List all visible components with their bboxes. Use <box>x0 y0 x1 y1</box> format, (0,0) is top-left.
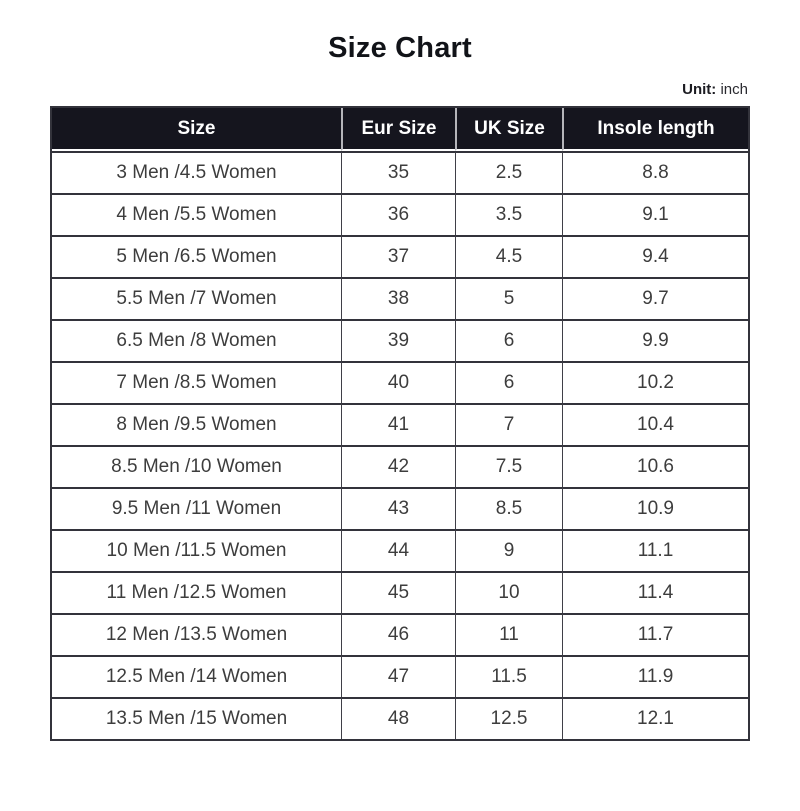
table-row: 10 Men /11.5 Women 44 9 11.1 <box>52 529 748 571</box>
cell-eur-size: 38 <box>341 277 455 319</box>
unit-line: Unit: inch <box>52 81 748 98</box>
header-row: Size Eur Size UK Size Insole length <box>52 108 748 151</box>
cell-eur-size: 41 <box>341 403 455 445</box>
cell-size: 3 Men /4.5 Women <box>52 151 341 193</box>
cell-uk-size: 4.5 <box>455 235 562 277</box>
table-header: Size Eur Size UK Size Insole length <box>52 108 748 151</box>
page-title: Size Chart <box>328 32 472 64</box>
cell-size: 6.5 Men /8 Women <box>52 319 341 361</box>
cell-insole-length: 10.4 <box>562 403 748 445</box>
cell-insole-length: 11.7 <box>562 613 748 655</box>
cell-eur-size: 47 <box>341 655 455 697</box>
cell-insole-length: 11.9 <box>562 655 748 697</box>
table-row: 7 Men /8.5 Women 40 6 10.2 <box>52 361 748 403</box>
cell-insole-length: 9.1 <box>562 193 748 235</box>
cell-size: 4 Men /5.5 Women <box>52 193 341 235</box>
cell-uk-size: 5 <box>455 277 562 319</box>
cell-eur-size: 45 <box>341 571 455 613</box>
cell-size: 10 Men /11.5 Women <box>52 529 341 571</box>
cell-eur-size: 42 <box>341 445 455 487</box>
cell-eur-size: 35 <box>341 151 455 193</box>
cell-insole-length: 9.7 <box>562 277 748 319</box>
unit-label: Unit: <box>682 81 717 98</box>
cell-uk-size: 7.5 <box>455 445 562 487</box>
cell-eur-size: 43 <box>341 487 455 529</box>
table-row: 3 Men /4.5 Women 35 2.5 8.8 <box>52 151 748 193</box>
cell-uk-size: 9 <box>455 529 562 571</box>
cell-size: 9.5 Men /11 Women <box>52 487 341 529</box>
table-row: 12.5 Men /14 Women 47 11.5 11.9 <box>52 655 748 697</box>
table-row: 5 Men /6.5 Women 37 4.5 9.4 <box>52 235 748 277</box>
column-header-0: Size <box>52 108 341 151</box>
table-row: 5.5 Men /7 Women 38 5 9.7 <box>52 277 748 319</box>
cell-eur-size: 44 <box>341 529 455 571</box>
cell-size: 5.5 Men /7 Women <box>52 277 341 319</box>
size-chart-table: Size Eur Size UK Size Insole length 3 Men /… <box>50 106 750 741</box>
cell-eur-size: 39 <box>341 319 455 361</box>
cell-insole-length: 12.1 <box>562 697 748 739</box>
cell-uk-size: 7 <box>455 403 562 445</box>
column-header-2: UK Size <box>455 108 562 151</box>
cell-eur-size: 37 <box>341 235 455 277</box>
cell-uk-size: 6 <box>455 319 562 361</box>
cell-size: 5 Men /6.5 Women <box>52 235 341 277</box>
cell-eur-size: 40 <box>341 361 455 403</box>
table-row: 11 Men /12.5 Women 45 10 11.4 <box>52 571 748 613</box>
table-row: 13.5 Men /15 Women 48 12.5 12.1 <box>52 697 748 739</box>
cell-uk-size: 11 <box>455 613 562 655</box>
cell-insole-length: 10.9 <box>562 487 748 529</box>
cell-insole-length: 8.8 <box>562 151 748 193</box>
cell-uk-size: 2.5 <box>455 151 562 193</box>
column-header-3: Insole length <box>562 108 748 151</box>
cell-size: 12.5 Men /14 Women <box>52 655 341 697</box>
cell-size: 7 Men /8.5 Women <box>52 361 341 403</box>
cell-insole-length: 10.2 <box>562 361 748 403</box>
table-row: 12 Men /13.5 Women 46 11 11.7 <box>52 613 748 655</box>
cell-size: 12 Men /13.5 Women <box>52 613 341 655</box>
cell-uk-size: 6 <box>455 361 562 403</box>
cell-size: 11 Men /12.5 Women <box>52 571 341 613</box>
cell-size: 8 Men /9.5 Women <box>52 403 341 445</box>
cell-insole-length: 11.1 <box>562 529 748 571</box>
cell-size: 13.5 Men /15 Women <box>52 697 341 739</box>
cell-uk-size: 10 <box>455 571 562 613</box>
cell-eur-size: 46 <box>341 613 455 655</box>
cell-insole-length: 11.4 <box>562 571 748 613</box>
column-header-1: Eur Size <box>341 108 455 151</box>
table-row: 8 Men /9.5 Women 41 7 10.4 <box>52 403 748 445</box>
cell-size: 8.5 Men /10 Women <box>52 445 341 487</box>
table-row: 9.5 Men /11 Women 43 8.5 10.9 <box>52 487 748 529</box>
table-row: 6.5 Men /8 Women 39 6 9.9 <box>52 319 748 361</box>
cell-uk-size: 12.5 <box>455 697 562 739</box>
cell-uk-size: 3.5 <box>455 193 562 235</box>
cell-insole-length: 9.4 <box>562 235 748 277</box>
cell-uk-size: 11.5 <box>455 655 562 697</box>
table-row: 4 Men /5.5 Women 36 3.5 9.1 <box>52 193 748 235</box>
table-body: 3 Men /4.5 Women 35 2.5 8.8 4 Men /5.5 Women… <box>52 151 748 739</box>
cell-eur-size: 48 <box>341 697 455 739</box>
cell-uk-size: 8.5 <box>455 487 562 529</box>
cell-insole-length: 10.6 <box>562 445 748 487</box>
unit-value: inch <box>720 81 748 98</box>
cell-insole-length: 9.9 <box>562 319 748 361</box>
cell-eur-size: 36 <box>341 193 455 235</box>
table-row: 8.5 Men /10 Women 42 7.5 10.6 <box>52 445 748 487</box>
